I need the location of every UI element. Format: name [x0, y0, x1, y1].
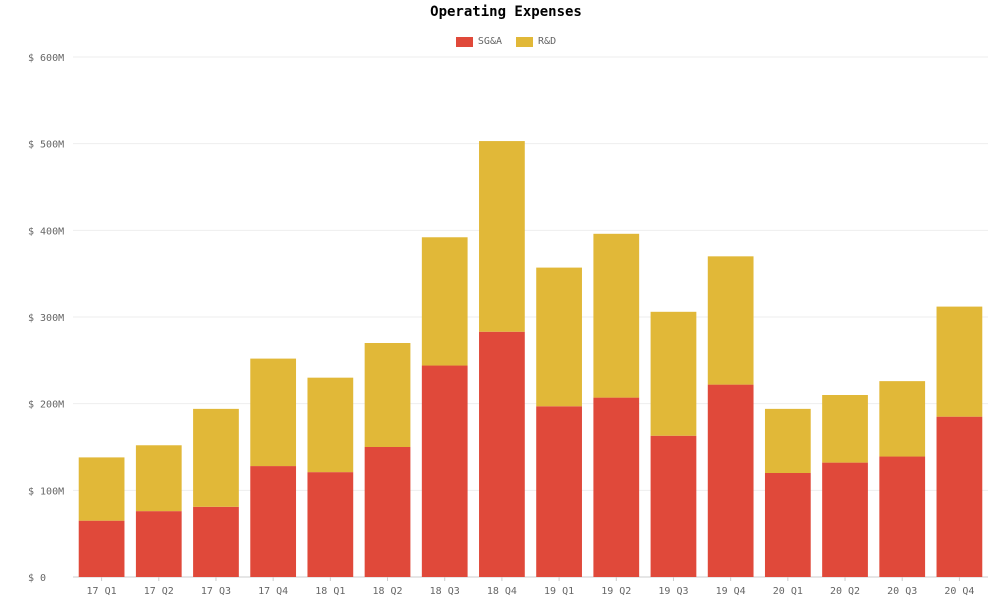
legend-swatch-sga	[455, 36, 473, 47]
x-tick-label: 20 Q1	[773, 586, 803, 597]
bar-sga[interactable]	[135, 511, 182, 577]
x-tick-label: 18 Q4	[487, 586, 517, 597]
legend-swatch-rd	[516, 36, 534, 47]
bar-sga[interactable]	[479, 331, 525, 577]
chart-title: Operating Expenses	[430, 4, 582, 20]
bar-rd[interactable]	[78, 457, 125, 521]
legend-item-sga[interactable]: SG&A	[455, 36, 502, 47]
bar-sga[interactable]	[78, 520, 125, 577]
bar-rd[interactable]	[707, 256, 754, 385]
bar-sga[interactable]	[536, 406, 582, 577]
legend-label-rd: R&D	[538, 36, 557, 47]
x-tick-label: 18 Q1	[315, 586, 345, 597]
bar-sga[interactable]	[936, 416, 983, 577]
bar-rd[interactable]	[822, 395, 868, 463]
y-tick-label: $ 500M	[28, 140, 64, 151]
bar-rd[interactable]	[364, 343, 411, 447]
x-tick-label: 17 Q4	[258, 586, 288, 597]
bar-rd[interactable]	[650, 311, 697, 436]
legend-item-rd[interactable]: R&D	[516, 36, 556, 47]
bar-rd[interactable]	[536, 267, 582, 407]
bar-rd[interactable]	[936, 306, 983, 417]
bar-sga[interactable]	[193, 506, 239, 577]
y-tick-label: $ 300M	[28, 313, 64, 324]
x-tick-label: 20 Q2	[830, 586, 860, 597]
legend-label-sga: SG&A	[477, 36, 502, 47]
x-tick-label: 19 Q4	[716, 586, 746, 597]
bar-rd[interactable]	[193, 408, 239, 507]
bar-rd[interactable]	[879, 381, 926, 457]
x-tick-label: 17 Q3	[201, 586, 231, 597]
bar-rd[interactable]	[479, 141, 525, 332]
x-tick-label: 19 Q2	[601, 586, 631, 597]
x-tick-label: 20 Q4	[944, 586, 974, 597]
bar-rd[interactable]	[593, 233, 640, 398]
x-tick-label: 17 Q2	[144, 586, 174, 597]
bar-sga[interactable]	[707, 384, 754, 577]
y-tick-label: $ 600M	[28, 53, 64, 64]
bar-sga[interactable]	[879, 456, 926, 577]
bar-rd[interactable]	[307, 377, 354, 473]
bar-rd[interactable]	[764, 408, 811, 473]
bar-sga[interactable]	[764, 473, 811, 577]
bar-sga[interactable]	[364, 447, 411, 577]
chart-legend: SG&A R&D	[0, 36, 1000, 50]
x-tick-label: 20 Q3	[887, 586, 917, 597]
bar-sga[interactable]	[250, 466, 297, 577]
bar-rd[interactable]	[135, 445, 182, 512]
bar-sga[interactable]	[307, 472, 354, 577]
bar-rd[interactable]	[250, 358, 297, 467]
x-tick-label: 18 Q2	[372, 586, 402, 597]
x-tick-label: 19 Q3	[658, 586, 688, 597]
y-tick-label: $ 100M	[28, 486, 64, 497]
y-tick-label: $ 200M	[28, 400, 64, 411]
bar-sga[interactable]	[593, 397, 640, 577]
bar-sga[interactable]	[421, 365, 468, 577]
y-tick-label: $ 0	[28, 573, 46, 584]
y-tick-label: $ 400M	[28, 226, 64, 237]
bar-rd[interactable]	[421, 237, 468, 366]
x-tick-label: 18 Q3	[430, 586, 460, 597]
bar-sga[interactable]	[822, 462, 868, 577]
bar-sga[interactable]	[650, 435, 697, 577]
x-tick-label: 19 Q1	[544, 586, 574, 597]
x-tick-label: 17 Q1	[87, 586, 117, 597]
